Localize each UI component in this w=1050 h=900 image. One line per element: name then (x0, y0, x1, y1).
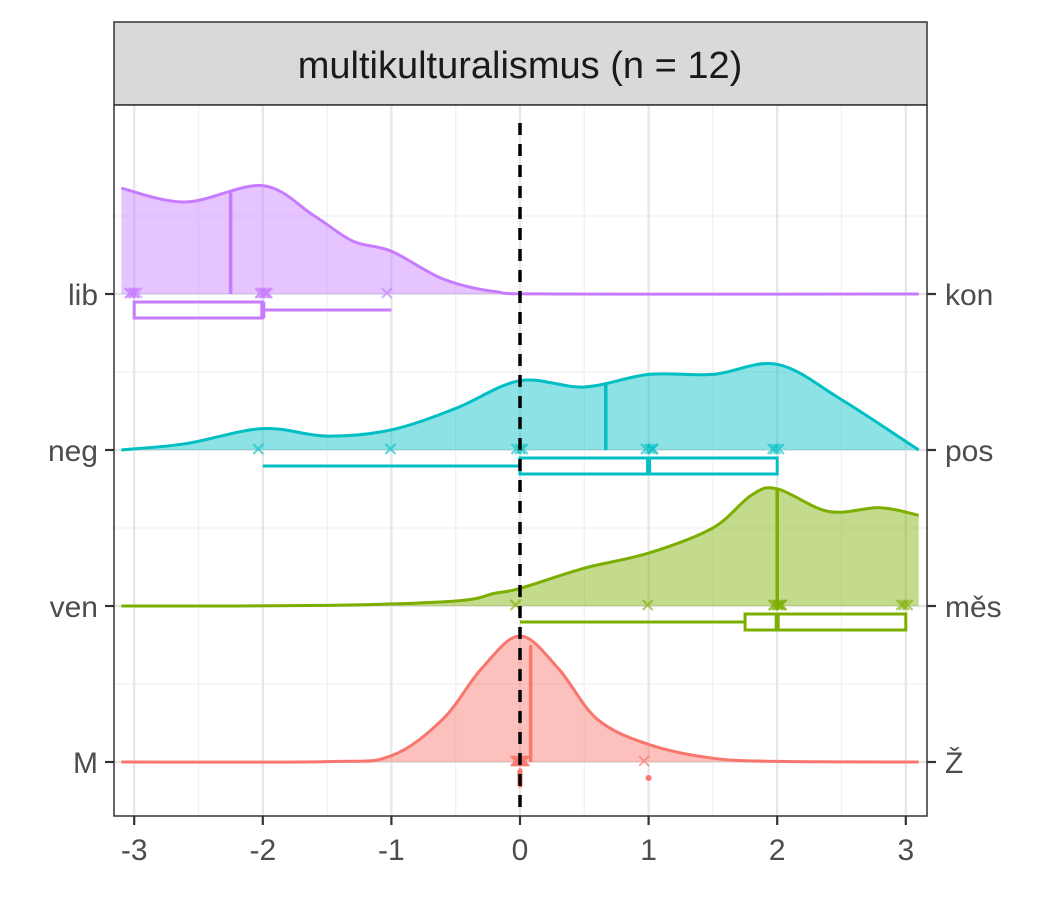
y-tick-label-left: neg (48, 435, 98, 468)
data-point (252, 443, 265, 455)
raw-points (123, 287, 914, 767)
y-tick-label-left: ven (50, 591, 98, 624)
y-tick-label-right: Ž (945, 747, 963, 780)
x-tick-label: 2 (769, 834, 786, 867)
density-curve (121, 634, 919, 764)
data-point (898, 599, 910, 611)
outlier-point (645, 775, 652, 781)
data-point (775, 599, 788, 611)
data-point (769, 443, 782, 455)
facet-strip (113, 21, 928, 106)
data-point (255, 287, 267, 299)
density-curve (121, 486, 920, 608)
data-point (384, 443, 397, 455)
iqr-box (743, 612, 908, 632)
density-curve (120, 183, 919, 296)
y-tick-label-left: lib (68, 279, 98, 312)
facet-title: multikulturalismus (n = 12) (298, 45, 743, 87)
y-tick-label-right: pos (945, 435, 993, 468)
data-point (772, 599, 784, 611)
x-tick-label: 1 (640, 834, 657, 867)
density-area (121, 487, 919, 606)
x-tick-label: -1 (378, 834, 405, 867)
data-point (766, 443, 779, 455)
data-point (128, 287, 140, 299)
data-point (381, 287, 393, 299)
data-point (647, 443, 659, 455)
data-point (124, 287, 137, 299)
data-point (258, 287, 271, 299)
y-tick-label-right: kon (945, 279, 993, 312)
data-point (638, 755, 650, 767)
data-point (643, 443, 656, 455)
x-tick-label: -3 (121, 834, 148, 867)
data-point (895, 599, 908, 611)
x-tick-label: -2 (249, 834, 276, 867)
x-tick-label: 3 (897, 834, 914, 867)
x-tick-label: 0 (512, 834, 529, 867)
density-area (121, 185, 919, 295)
boxplots (132, 300, 908, 788)
y-tick-label-right: měs (945, 591, 1002, 624)
y-tick-label-left: M (73, 747, 98, 780)
data-point (641, 599, 654, 611)
